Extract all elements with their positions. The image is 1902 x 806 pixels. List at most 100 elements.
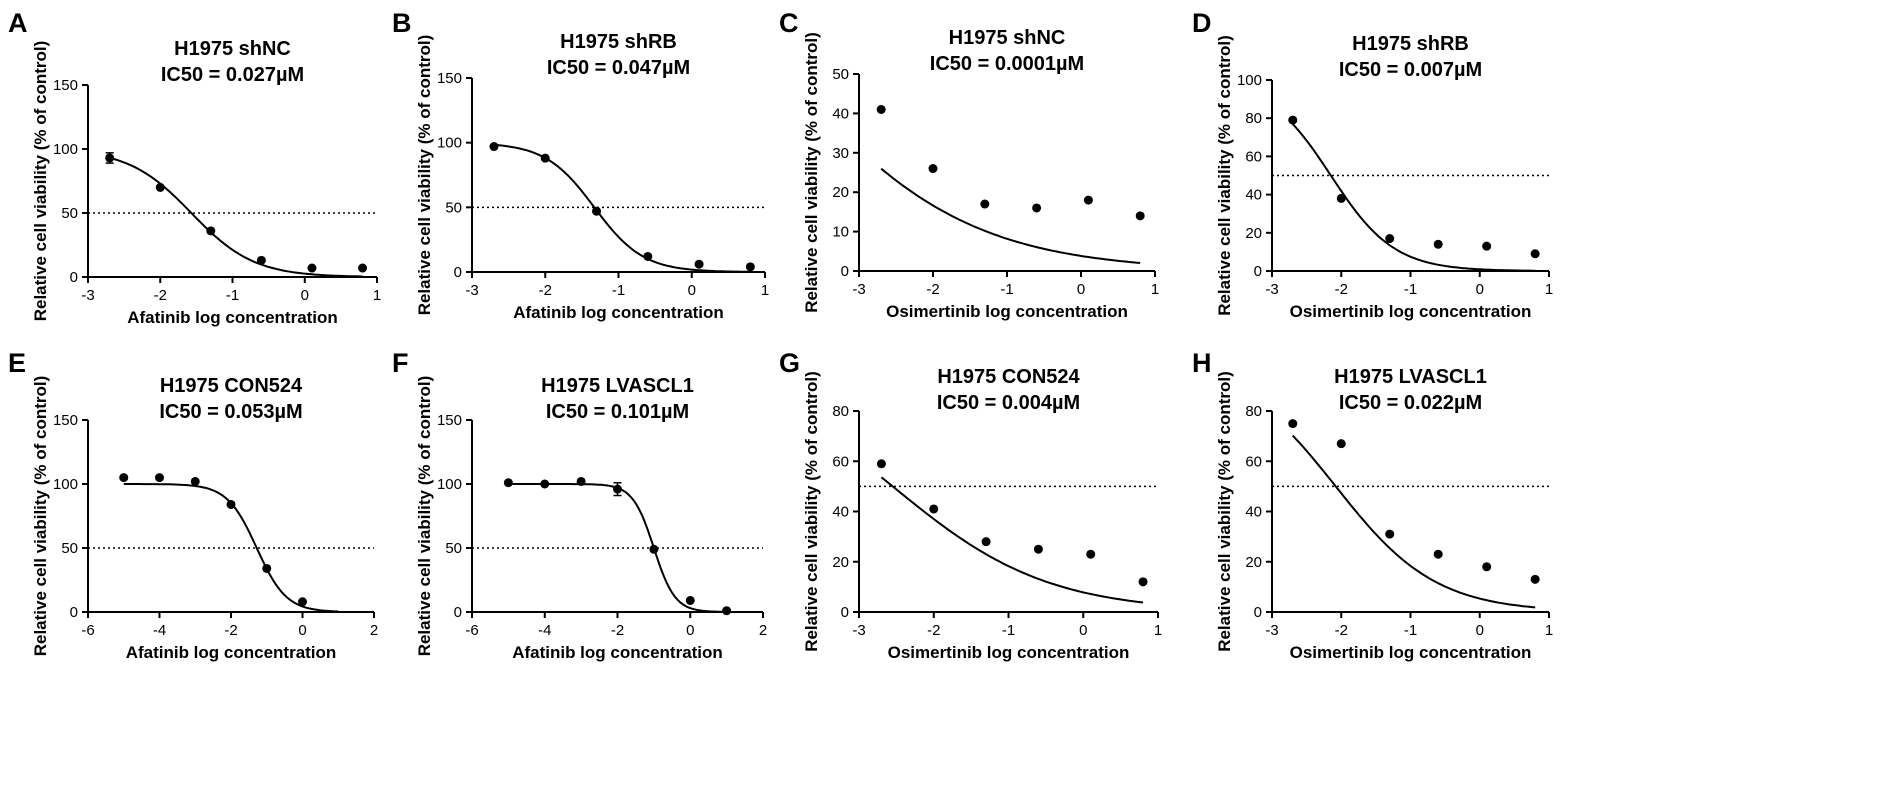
x-tick-label: -2 <box>539 282 552 299</box>
fit-curve <box>880 476 1144 604</box>
panel-letter: G <box>779 348 800 378</box>
data-point <box>155 473 164 483</box>
data-point <box>1288 419 1298 429</box>
y-tick-label: 30 <box>832 145 849 162</box>
fit-curve <box>880 167 1141 264</box>
y-tick-label: 0 <box>1254 604 1262 621</box>
chart-title: H1975 shRB <box>1352 33 1469 55</box>
data-point <box>226 499 236 509</box>
data-point <box>298 597 307 607</box>
y-axis-label: Relative cell viability (% of control) <box>802 32 821 313</box>
data-point <box>503 478 513 488</box>
data-point <box>928 164 938 174</box>
x-tick-label: -1 <box>1002 622 1015 639</box>
x-tick-label: -3 <box>81 287 94 304</box>
data-point <box>1433 239 1443 249</box>
panel-letter: D <box>1192 8 1212 38</box>
data-point <box>1385 529 1395 539</box>
y-tick-label: 0 <box>70 604 78 621</box>
chart-subtitle: IC50 = 0.004µM <box>937 392 1080 414</box>
x-axis-label: Afatinib log concentration <box>127 308 338 327</box>
x-tick-label: 1 <box>1545 622 1553 639</box>
panel-letter: C <box>779 8 799 38</box>
data-point <box>1135 211 1145 221</box>
y-tick-label: 150 <box>53 77 78 94</box>
y-tick-label: 60 <box>832 453 849 470</box>
chart-subtitle: IC50 = 0.053µM <box>159 401 302 423</box>
data-point <box>256 255 266 265</box>
x-tick-label: 2 <box>759 622 767 639</box>
x-tick-label: 1 <box>1154 622 1162 639</box>
chart-panel-g: G H1975 CON524 IC50 = 0.004µM 0 20 40 60 80 -3 -2… <box>779 348 1162 662</box>
data-point <box>540 479 550 489</box>
x-tick-label: -1 <box>1000 281 1013 298</box>
x-tick-label: -3 <box>1265 622 1278 639</box>
data-point <box>876 459 886 469</box>
data-point <box>876 104 886 114</box>
x-tick-label: 1 <box>373 287 381 304</box>
y-axis-label: Relative cell viability (% of control) <box>1215 35 1234 316</box>
x-tick-label: -2 <box>927 622 940 639</box>
y-tick-label: 50 <box>445 199 462 216</box>
panel-letter: F <box>392 348 409 378</box>
y-axis-label: Relative cell viability (% of control) <box>31 376 50 657</box>
x-tick-label: -2 <box>1335 622 1348 639</box>
y-tick-label: 0 <box>454 264 462 281</box>
y-tick-label: 50 <box>832 66 849 83</box>
x-tick-label: 2 <box>370 622 378 639</box>
chart-subtitle: IC50 = 0.022µM <box>1339 392 1482 414</box>
y-tick-label: 40 <box>832 105 849 122</box>
x-tick-label: -1 <box>612 282 625 299</box>
x-tick-label: -4 <box>538 622 551 639</box>
x-tick-label: -4 <box>153 622 166 639</box>
x-axis-label: Afatinib log concentration <box>512 643 723 662</box>
data-point <box>981 537 991 547</box>
x-axis-label: Afatinib log concentration <box>126 643 337 662</box>
data-point <box>1336 439 1346 449</box>
chart-title: H1975 LVASCL1 <box>1334 366 1487 388</box>
data-point <box>694 259 704 269</box>
x-tick-label: -6 <box>81 622 94 639</box>
chart-title: H1975 CON524 <box>937 366 1080 388</box>
x-tick-label: 0 <box>1079 622 1087 639</box>
chart-subtitle: IC50 = 0.027µM <box>161 64 304 86</box>
x-tick-label: -1 <box>226 287 239 304</box>
x-tick-label: -1 <box>1404 622 1417 639</box>
y-tick-label: 50 <box>61 540 78 557</box>
data-point <box>929 504 939 514</box>
data-point <box>1482 562 1492 572</box>
y-axis-label: Relative cell viability (% of control) <box>415 35 434 316</box>
y-tick-label: 150 <box>437 70 462 87</box>
y-tick-label: 100 <box>437 135 462 152</box>
chart-subtitle: IC50 = 0.0001µM <box>930 53 1084 75</box>
data-point <box>190 476 200 486</box>
data-point <box>649 544 659 554</box>
x-axis-label: Osimertinib log concentration <box>1290 643 1532 662</box>
x-tick-label: -3 <box>1265 281 1278 298</box>
chart-title: H1975 CON524 <box>160 375 303 397</box>
data-point <box>745 262 755 272</box>
fit-curve <box>493 143 751 273</box>
data-point <box>262 563 272 573</box>
y-tick-label: 40 <box>1245 504 1262 521</box>
data-point <box>576 476 586 486</box>
chart-title: H1975 shNC <box>949 27 1066 49</box>
x-tick-label: 0 <box>1476 281 1484 298</box>
data-point <box>1288 115 1298 125</box>
chart-title: H1975 shNC <box>174 38 291 60</box>
chart-title: H1975 shRB <box>560 31 677 53</box>
data-point <box>1482 241 1492 251</box>
y-tick-label: 0 <box>1254 263 1262 280</box>
fit-curve <box>1292 434 1536 609</box>
data-point <box>307 263 317 273</box>
x-tick-label: -2 <box>926 281 939 298</box>
x-tick-label: 0 <box>298 622 306 639</box>
data-point <box>155 182 165 192</box>
data-point <box>1083 195 1093 205</box>
y-tick-label: 20 <box>1245 225 1262 242</box>
data-point <box>722 606 732 616</box>
y-axis-label: Relative cell viability (% of control) <box>415 376 434 657</box>
fit-curve <box>1292 123 1536 272</box>
chart-subtitle: IC50 = 0.047µM <box>547 57 690 79</box>
